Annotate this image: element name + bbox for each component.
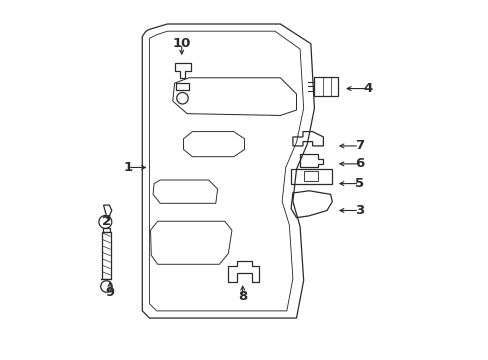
Text: 1: 1: [123, 161, 132, 174]
Text: 3: 3: [354, 204, 363, 217]
Text: 8: 8: [238, 290, 247, 303]
Text: 6: 6: [354, 157, 363, 170]
Bar: [303, 171, 317, 181]
Bar: [103, 228, 109, 232]
Text: 10: 10: [172, 37, 190, 50]
Text: 9: 9: [105, 287, 114, 300]
Text: 2: 2: [102, 215, 111, 228]
Text: 4: 4: [363, 82, 372, 95]
Bar: [102, 232, 110, 279]
Text: 7: 7: [354, 139, 363, 152]
Text: 5: 5: [354, 177, 363, 190]
